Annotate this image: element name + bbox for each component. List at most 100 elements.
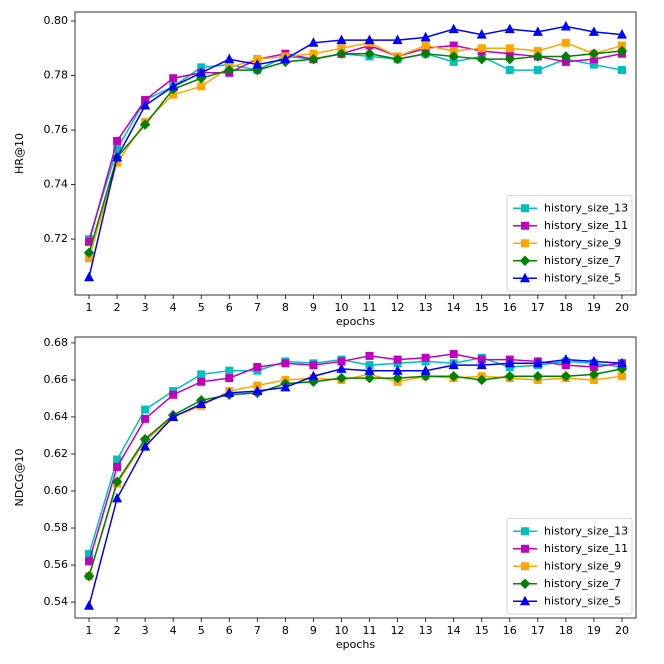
x-tick-label: 5 <box>198 301 205 314</box>
data-point <box>111 476 123 487</box>
data-point <box>505 44 514 53</box>
data-point <box>476 359 487 370</box>
data-point <box>392 372 403 384</box>
x-tick-label: 11 <box>363 624 377 637</box>
x-tick-label: 10 <box>334 624 348 637</box>
data-point <box>112 151 123 162</box>
data-point <box>364 48 375 59</box>
data-point <box>197 82 206 91</box>
data-point <box>420 48 431 59</box>
x-tick-label: 4 <box>170 624 177 637</box>
x-tick-label: 18 <box>559 624 573 637</box>
data-point <box>169 74 178 83</box>
data-point <box>83 570 95 582</box>
x-tick-label: 5 <box>198 624 205 637</box>
x-tick-label: 18 <box>559 301 573 314</box>
data-point <box>364 372 375 384</box>
data-point <box>197 377 206 386</box>
data-point <box>280 53 291 64</box>
x-tick-label: 7 <box>254 301 261 314</box>
x-tick-label: 2 <box>114 301 121 314</box>
y-tick-label: 0.74 <box>44 178 69 191</box>
data-point <box>168 80 179 91</box>
y-axis-label: HR@10 <box>13 133 26 174</box>
plot-frame <box>74 11 637 296</box>
y-tick-label: 0.68 <box>44 336 69 349</box>
data-point <box>504 371 515 382</box>
x-tick-label: 6 <box>226 624 233 637</box>
data-point <box>224 53 235 64</box>
y-axis-label: NDCG@10 <box>13 449 26 507</box>
series-line <box>88 353 623 562</box>
data-point <box>616 29 628 39</box>
data-point <box>392 365 403 375</box>
x-tick-label: 2 <box>114 624 121 637</box>
data-point <box>308 37 319 47</box>
x-tick-label: 3 <box>142 301 149 314</box>
legend-label: history_size_5 <box>544 271 621 284</box>
x-tick-label: 9 <box>310 301 317 314</box>
x-tick-label: 4 <box>170 301 177 314</box>
legend-swatch-marker <box>519 272 531 283</box>
data-point <box>308 370 319 381</box>
y-tick-label: 0.78 <box>44 69 69 82</box>
legend: history_size_13 history_size_11 history_si… <box>506 195 633 292</box>
data-point <box>113 136 122 145</box>
data-point <box>616 357 628 368</box>
x-tick-label: 16 <box>503 624 517 637</box>
x-tick-label: 8 <box>282 301 289 314</box>
data-point <box>476 29 487 39</box>
data-point <box>476 374 487 386</box>
data-point <box>169 390 178 399</box>
legend-box <box>506 518 633 615</box>
x-tick-label: 8 <box>282 624 289 637</box>
legend-swatch-marker <box>521 239 529 248</box>
data-point <box>309 361 318 370</box>
data-point <box>560 51 572 62</box>
data-point <box>448 359 459 370</box>
y-tick-label: 0.76 <box>44 123 69 136</box>
x-tick-label: 17 <box>531 301 545 314</box>
data-point <box>224 387 235 397</box>
data-point <box>113 462 122 471</box>
x-tick-label: 7 <box>254 624 261 637</box>
y-tick-label: 0.66 <box>44 373 69 386</box>
data-point <box>533 66 542 75</box>
legend-swatch-marker <box>521 527 529 536</box>
data-point <box>253 362 262 371</box>
legend-label: history_size_5 <box>544 594 621 607</box>
y-tick-label: 0.60 <box>44 484 69 497</box>
x-tick-label: 13 <box>419 301 433 314</box>
y-tick-label: 0.62 <box>44 447 69 460</box>
x-tick-label: 19 <box>587 624 601 637</box>
x-tick-label: 19 <box>587 301 601 314</box>
data-point <box>393 355 402 364</box>
data-point <box>365 351 374 360</box>
data-point <box>392 34 403 45</box>
data-point <box>532 26 543 36</box>
data-point <box>364 34 375 45</box>
x-tick-label: 11 <box>363 301 377 314</box>
x-tick-label: 20 <box>615 301 629 314</box>
data-point <box>336 372 347 384</box>
x-tick-label: 15 <box>475 624 489 637</box>
legend-swatch-marker <box>521 221 529 230</box>
x-tick-label: 6 <box>226 301 233 314</box>
data-point <box>141 414 150 423</box>
data-point <box>448 371 459 382</box>
legend-swatch-marker <box>519 255 531 266</box>
data-point <box>448 51 459 62</box>
data-point <box>588 26 599 36</box>
data-point <box>225 374 234 383</box>
data-point <box>336 363 347 373</box>
data-point <box>252 59 263 69</box>
data-point <box>504 23 515 34</box>
data-point <box>168 411 179 421</box>
x-tick-label: 9 <box>310 624 317 637</box>
x-tick-label: 13 <box>419 624 433 637</box>
legend-label: history_size_11 <box>544 542 628 555</box>
data-point <box>225 366 234 375</box>
data-point <box>112 492 123 503</box>
legend-swatch-marker <box>521 544 529 553</box>
data-point <box>196 67 207 77</box>
